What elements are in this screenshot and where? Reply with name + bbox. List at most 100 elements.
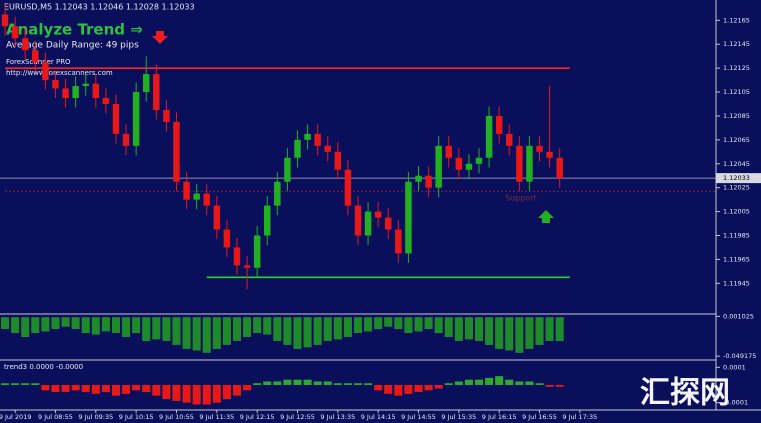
- histogram-bar: [253, 317, 262, 334]
- watermark: 汇探网: [640, 376, 730, 411]
- candle-body: [405, 181, 412, 254]
- candle-body: [536, 145, 543, 152]
- y-tick-label: 1.11985: [723, 231, 750, 239]
- histogram-bar: [545, 317, 554, 341]
- histogram-bar: [545, 385, 554, 387]
- histogram-bar: [202, 385, 211, 405]
- y-tick-label: 1.12005: [723, 208, 750, 216]
- y-tick-label: 1.12025: [723, 184, 750, 192]
- candle-body: [324, 145, 331, 152]
- histogram-bar: [101, 385, 110, 393]
- symbol-header: EURUSD,M5 1.12043 1.12046 1.12028 1.1203…: [4, 3, 195, 12]
- histogram-bar: [21, 383, 30, 385]
- histogram-bar: [192, 385, 201, 405]
- histogram-bar: [202, 317, 211, 353]
- histogram-bar: [122, 317, 131, 337]
- candle-body: [435, 145, 442, 188]
- histogram-bar: [132, 385, 141, 391]
- y-tick-label: 1.12145: [723, 40, 750, 48]
- candle-body: [284, 157, 291, 182]
- histogram-bar: [212, 385, 221, 403]
- histogram-bar: [132, 317, 141, 334]
- x-tick-label: 9 Jul 15:35: [441, 413, 476, 421]
- histogram-bar: [61, 385, 70, 393]
- histogram-bar: [414, 317, 423, 332]
- histogram-bar: [353, 383, 363, 385]
- histogram-bar: [474, 317, 484, 341]
- candle-body: [395, 229, 402, 254]
- last-price-label: 1.12033: [723, 174, 750, 182]
- y-tick-label: 0.001025: [723, 312, 754, 320]
- histogram-bar: [374, 385, 383, 391]
- x-tick-label: 9 Jul 14:15: [361, 413, 396, 421]
- candle-body: [253, 235, 261, 268]
- histogram-bar: [111, 385, 121, 396]
- candle-body: [21, 38, 29, 51]
- histogram-bar: [283, 317, 292, 345]
- histogram-bar: [111, 317, 121, 334]
- histogram-bar: [343, 383, 352, 385]
- candle-body: [526, 145, 533, 182]
- histogram-bar: [21, 317, 30, 337]
- candle-body: [132, 92, 140, 146]
- candle-body: [112, 104, 120, 134]
- url-label: http://www.forexscanners.com: [6, 69, 113, 77]
- histogram-bar: [414, 385, 423, 393]
- histogram-bar: [243, 317, 252, 337]
- histogram-bar: [474, 379, 484, 385]
- y-tick-label: 1.12085: [723, 112, 750, 120]
- candle-body: [52, 80, 59, 89]
- histogram-bar: [364, 317, 373, 332]
- candle-body: [122, 133, 130, 146]
- candle-body: [102, 98, 110, 104]
- histogram-bar: [11, 317, 20, 334]
- candle-body: [72, 86, 79, 99]
- candle-body: [42, 62, 49, 81]
- histogram-bar: [404, 385, 413, 394]
- histogram-bar: [353, 317, 363, 334]
- histogram-bar: [283, 379, 292, 385]
- histogram-bar: [394, 317, 403, 330]
- x-tick-label: 9 Jul 10:15: [119, 413, 154, 421]
- histogram-bar: [243, 385, 252, 391]
- sell-arrow: [152, 31, 168, 44]
- candle-body: [314, 133, 321, 146]
- candle-body: [516, 145, 523, 182]
- histogram-bar: [293, 317, 302, 349]
- candle-body: [495, 115, 503, 134]
- histogram-bar: [172, 317, 181, 345]
- histogram-bar: [162, 385, 171, 400]
- histogram-bar: [535, 383, 544, 385]
- candle-body: [82, 83, 89, 87]
- candle-body: [425, 175, 432, 188]
- candle-body: [223, 229, 231, 248]
- histogram-bar: [485, 377, 494, 385]
- y-tick-label: 1.11945: [723, 279, 750, 287]
- histogram-bar: [293, 379, 302, 385]
- histogram-bar: [384, 385, 393, 394]
- histogram-bar: [152, 385, 161, 396]
- histogram-bar: [343, 317, 352, 337]
- histogram-bar: [41, 385, 50, 391]
- histogram-bar: [1, 317, 10, 330]
- histogram-bar: [51, 385, 60, 393]
- histogram-bar: [142, 317, 151, 341]
- histogram-bar: [222, 385, 231, 400]
- x-tick-label: 9 Jul 14:55: [401, 413, 436, 421]
- x-tick-label: 9 Jul 16:15: [482, 413, 517, 421]
- histogram-bar: [444, 317, 453, 337]
- histogram-bar: [11, 383, 20, 385]
- histogram-bar: [364, 383, 373, 385]
- candle-body: [163, 109, 170, 122]
- histogram-bar: [464, 317, 473, 340]
- y-tick-label: 1.12105: [723, 88, 750, 96]
- candle-body: [233, 247, 241, 266]
- histogram-bar: [313, 317, 322, 345]
- y-tick-label: 0.0001: [723, 363, 746, 371]
- histogram-bar: [495, 317, 504, 349]
- histogram-bar: [41, 317, 50, 332]
- support-label: Support: [505, 194, 537, 203]
- histogram-bar: [333, 383, 342, 385]
- histogram-bar: [374, 317, 383, 330]
- histogram-bar: [91, 317, 100, 335]
